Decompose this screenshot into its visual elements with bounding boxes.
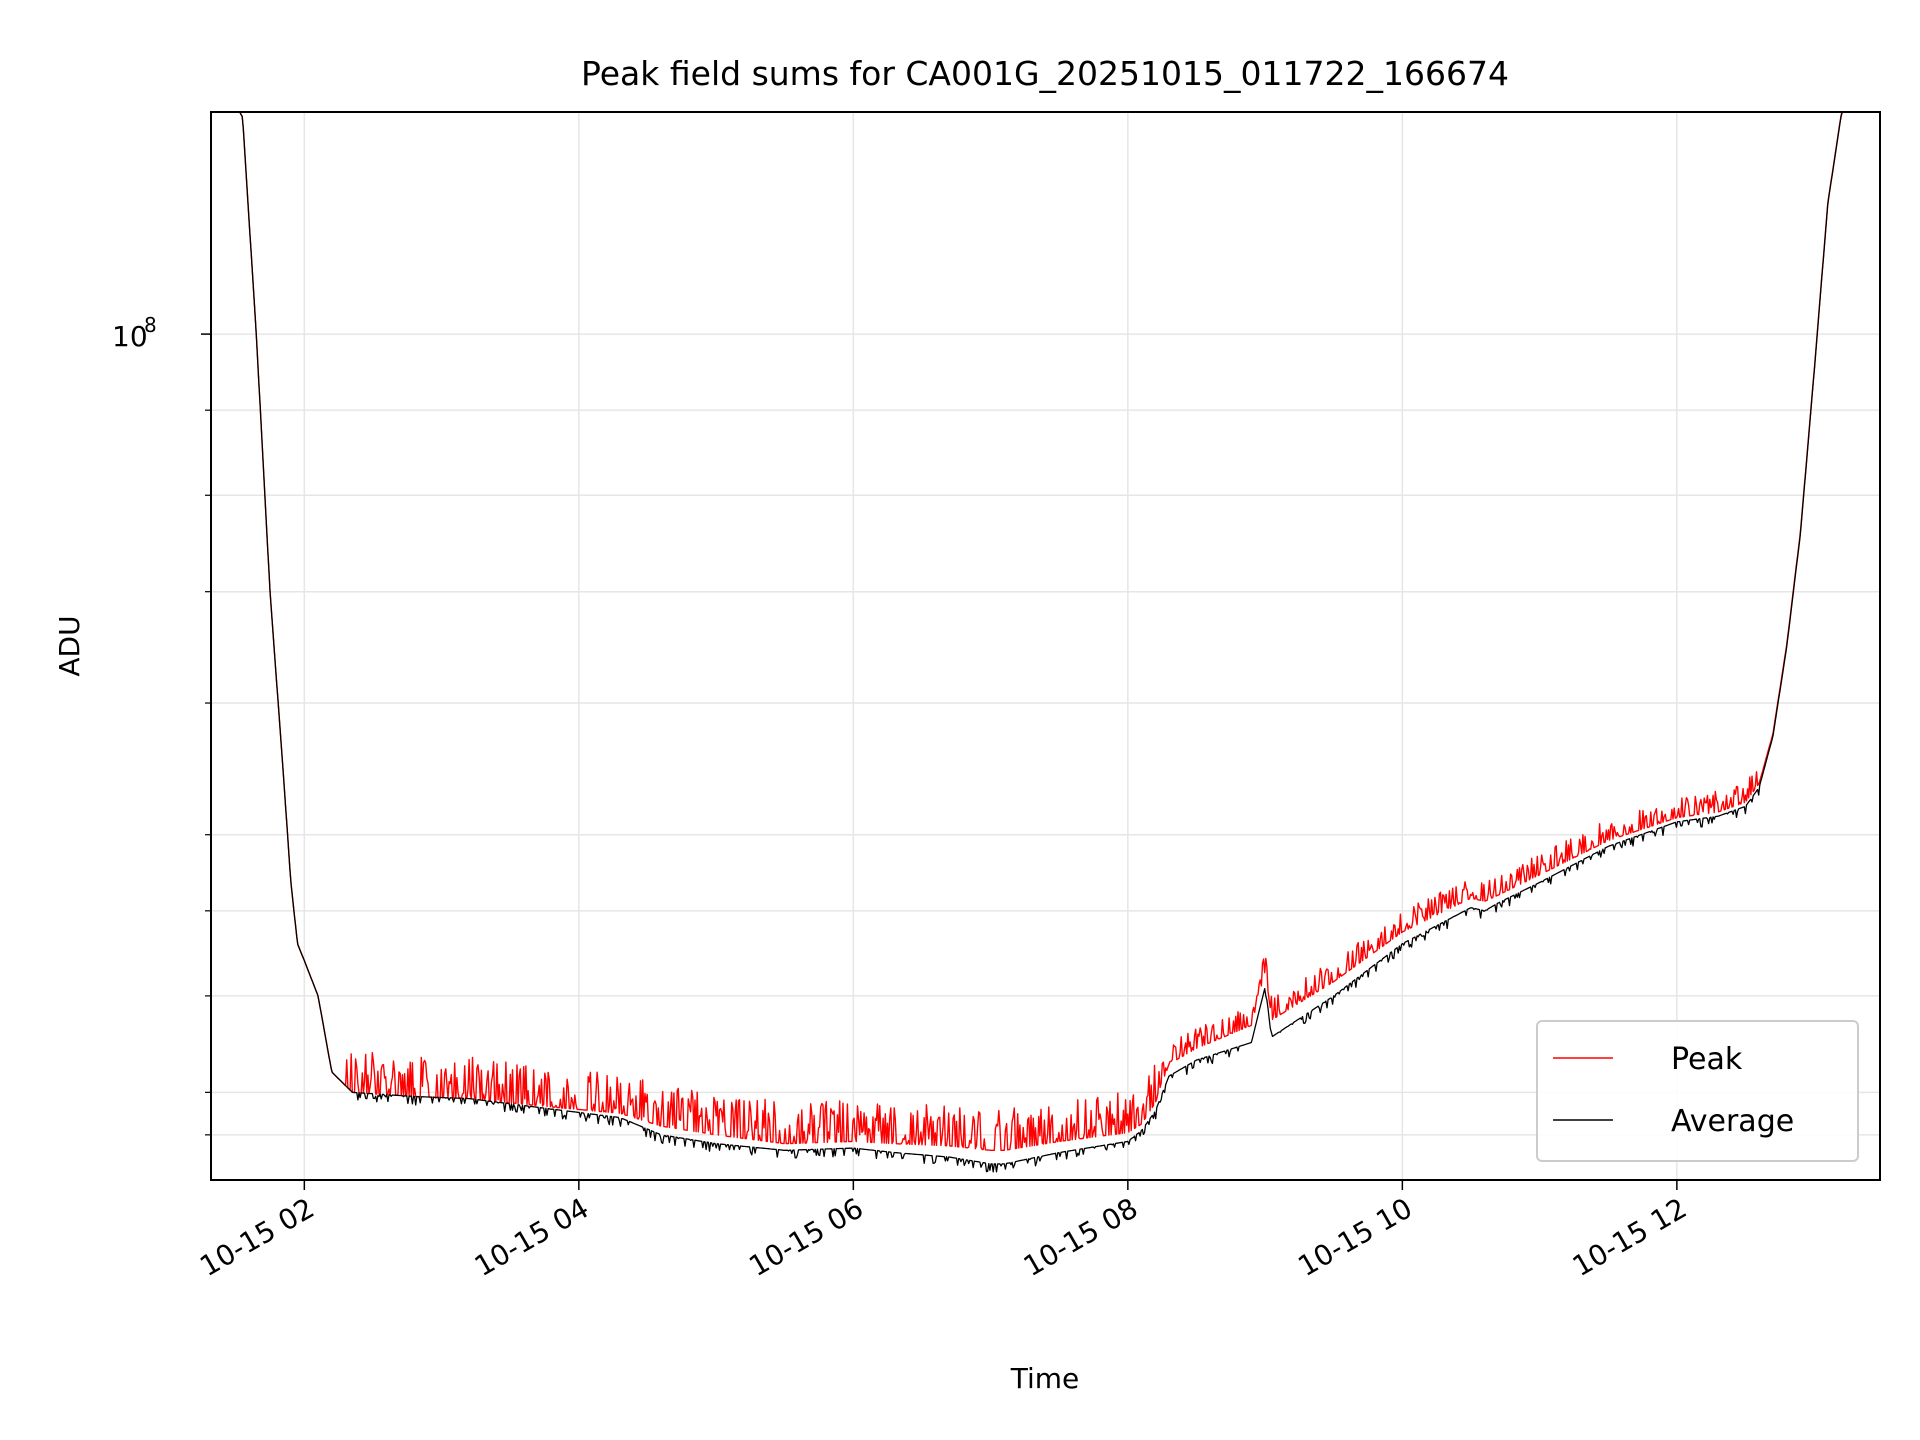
legend-peak-label: Peak	[1671, 1042, 1743, 1077]
series-group	[238, 112, 1844, 1173]
y-tick-label-base: 10	[112, 320, 148, 353]
x-axis-label: Time	[1010, 1362, 1080, 1395]
series-average-line	[239, 112, 1844, 1173]
legend: Peak Average	[1536, 1020, 1859, 1162]
y-tick-label: 108	[112, 313, 157, 353]
legend-box	[1536, 1020, 1859, 1162]
y-tick-label-exponent: 8	[144, 313, 157, 337]
y-axis-label: ADU	[53, 615, 86, 676]
chart-title: Peak field sums for CA001G_20251015_0117…	[581, 54, 1509, 93]
plot-frame	[210, 111, 1881, 1181]
legend-average-label: Average	[1671, 1104, 1794, 1139]
